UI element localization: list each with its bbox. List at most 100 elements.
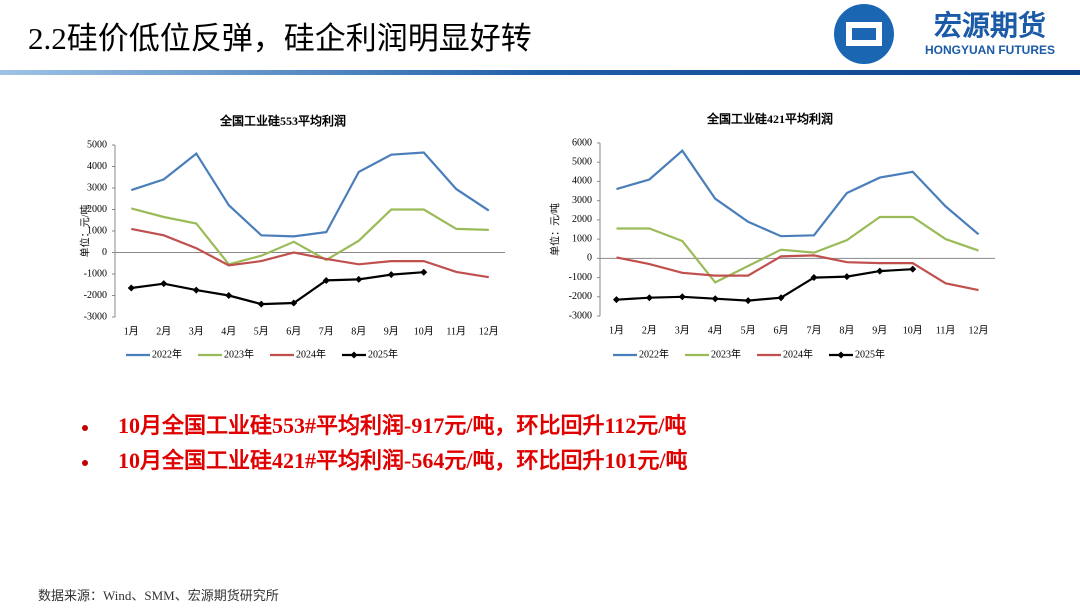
series-marker — [192, 286, 200, 294]
y-axis-label: 单位：元/吨 — [78, 205, 91, 258]
legend-label: 2025年 — [855, 347, 885, 360]
y-tick-label: 2000 — [572, 214, 592, 225]
series-line — [131, 271, 424, 306]
series-marker — [420, 268, 428, 276]
source-note: 数据来源：Wind、SMM、宏源期货研究所 — [38, 588, 279, 603]
x-tick-label: 8月 — [351, 325, 366, 337]
series-marker — [876, 267, 884, 275]
x-tick-label: 1月 — [609, 324, 624, 336]
y-tick-label: 3000 — [87, 182, 107, 193]
series-line — [616, 215, 979, 284]
series-marker — [322, 276, 330, 284]
series-line — [131, 207, 489, 266]
series-marker — [711, 295, 719, 303]
x-tick-label: 6月 — [774, 324, 789, 336]
logo-cn: 宏源期货 — [934, 9, 1046, 42]
y-tick-label: 1000 — [87, 225, 107, 236]
y-tick-label: 2000 — [87, 204, 107, 215]
series-marker — [225, 292, 233, 299]
x-tick-label: 6月 — [286, 325, 301, 337]
x-tick-label: 3月 — [675, 324, 690, 336]
bullet-text: 10月全国工业硅421#平均利润-564元/吨，环比回升101元/吨 — [118, 448, 688, 473]
x-tick-label: 7月 — [319, 325, 334, 337]
x-tick-label: 5月 — [741, 324, 756, 336]
x-tick-label: 2月 — [156, 325, 171, 337]
logo-en: HONGYUAN FUTURES — [925, 43, 1055, 57]
x-tick-label: 2月 — [642, 324, 657, 336]
legend-label: 2024年 — [296, 347, 326, 360]
y-tick-label: -1000 — [84, 268, 107, 279]
series-marker — [127, 284, 135, 292]
series-marker — [257, 300, 265, 308]
legend-label: 2025年 — [368, 347, 398, 360]
x-tick-label: 10月 — [414, 325, 434, 337]
y-tick-label: -2000 — [84, 290, 107, 301]
series-marker — [777, 294, 785, 302]
y-tick-label: -3000 — [84, 311, 107, 322]
y-tick-label: 0 — [102, 247, 107, 258]
header-rule — [0, 70, 1080, 75]
series-marker — [387, 271, 395, 279]
legend-label: 2022年 — [639, 347, 669, 360]
x-tick-label: 7月 — [806, 324, 821, 336]
x-tick-label: 11月 — [446, 325, 466, 337]
legend-label: 2023年 — [224, 347, 254, 360]
series-marker — [160, 280, 168, 288]
series-line — [616, 254, 979, 292]
series-marker — [645, 294, 653, 302]
x-tick-label: 10月 — [903, 324, 923, 336]
series-line — [616, 149, 980, 238]
y-tick-label: -3000 — [569, 310, 592, 321]
legend-label: 2024年 — [783, 347, 813, 360]
x-tick-label: 4月 — [221, 325, 236, 337]
series-line — [131, 227, 489, 279]
series-marker — [678, 293, 686, 301]
y-tick-label: -2000 — [569, 291, 592, 302]
legend-label: 2022年 — [152, 347, 182, 360]
x-tick-label: 11月 — [936, 324, 956, 336]
bullet-text: 10月全国工业硅553#平均利润-917元/吨，环比回升112元/吨 — [118, 413, 686, 438]
chart-title: 全国工业硅553平均利润 — [219, 113, 346, 128]
x-tick-label: 3月 — [189, 325, 204, 337]
x-tick-label: 8月 — [839, 324, 854, 336]
y-tick-label: 5000 — [87, 139, 107, 150]
logo-icon-core — [852, 28, 876, 40]
x-tick-label: 12月 — [969, 324, 989, 336]
slide-title: 2.2硅价低位反弹，硅企利润明显好转 — [28, 21, 532, 56]
y-tick-label: 1000 — [572, 233, 592, 244]
x-tick-label: 9月 — [872, 324, 887, 336]
x-tick-label: 9月 — [384, 325, 399, 337]
y-tick-label: -1000 — [569, 272, 592, 283]
series-line — [130, 151, 490, 238]
series-marker — [744, 297, 752, 305]
logo: 宏源期货 HONGYUAN FUTURES — [834, 4, 1055, 64]
x-tick-label: 4月 — [708, 324, 723, 336]
chart-title: 全国工业硅421平均利润 — [706, 111, 833, 126]
y-tick-label: 4000 — [87, 161, 107, 172]
series-marker — [810, 274, 818, 282]
legend-marker — [837, 351, 845, 359]
bullet-dot — [82, 460, 88, 466]
x-tick-label: 12月 — [479, 325, 499, 337]
bullet-dot — [82, 425, 88, 431]
x-tick-label: 1月 — [124, 325, 139, 337]
y-tick-label: 3000 — [572, 195, 592, 206]
y-tick-label: 6000 — [572, 137, 592, 148]
y-tick-label: 4000 — [572, 176, 592, 187]
y-tick-label: 0 — [587, 253, 592, 264]
x-tick-label: 5月 — [254, 325, 269, 337]
legend-marker — [350, 351, 358, 359]
y-tick-label: 5000 — [572, 157, 592, 168]
legend-label: 2023年 — [711, 347, 741, 360]
series-line — [616, 268, 913, 302]
series-marker — [843, 273, 851, 281]
series-marker — [355, 275, 363, 283]
series-marker — [290, 299, 298, 307]
series-marker — [909, 265, 917, 273]
series-marker — [612, 296, 620, 304]
y-axis-label: 单位：元/吨 — [548, 203, 561, 256]
